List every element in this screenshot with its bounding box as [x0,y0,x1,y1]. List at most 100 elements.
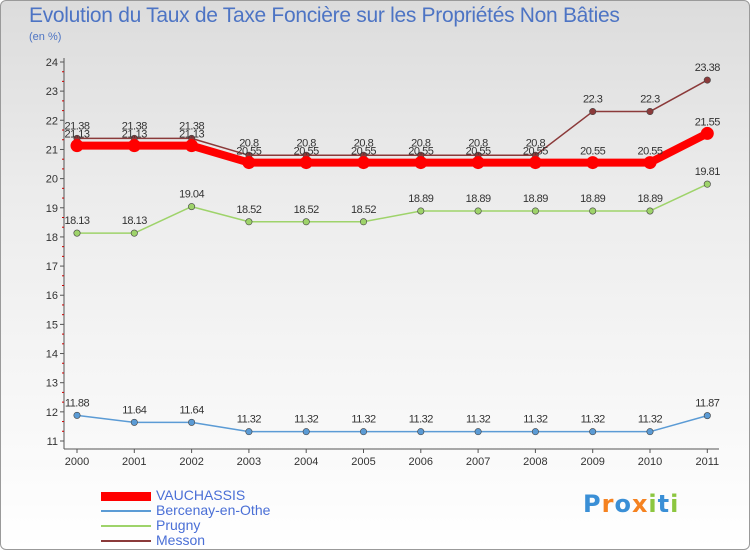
data-label-messon-2006: 20.8 [411,137,431,149]
data-point-vauchassis-2007 [471,156,485,170]
data-point-bercenay-en-othe-2008 [531,428,539,436]
data-point-vauchassis-2011 [700,126,714,140]
logo-letter: P [583,490,602,518]
data-point-prugny-2003 [245,218,253,226]
series-line-bercenay-en-othe [76,414,709,433]
data-label-prugny-2010: 18.89 [637,193,662,205]
logo-letter: o [614,490,632,518]
x-tick-label-2005: 2005 [351,456,375,468]
data-point-bercenay-en-othe-2002 [188,418,196,426]
logo-letter: i [670,490,680,518]
data-point-prugny-2000 [73,229,81,237]
y-tick-label-12: 12 [46,407,58,419]
data-label-messon-2011: 23.38 [695,62,720,74]
x-tick-label-2000: 2000 [65,456,89,468]
data-point-vauchassis-2006 [414,156,428,170]
data-point-bercenay-en-othe-2009 [589,428,597,436]
x-tick-label-2006: 2006 [409,456,433,468]
legend-label-vauchassis: VAUCHASSIS [156,487,246,503]
y-axis-unit-label: (en %) [29,31,62,43]
data-label-vauchassis-2009: 20.55 [580,146,605,158]
x-tick-label-2001: 2001 [122,456,146,468]
series-line-prugny [76,183,709,234]
data-point-prugny-2006 [417,207,425,215]
y-tick-label-18: 18 [46,232,58,244]
data-point-prugny-2011 [703,180,711,188]
data-point-messon-2010 [646,108,654,116]
y-tick-label-17: 17 [46,261,58,273]
data-label-prugny-2007: 18.89 [466,193,491,205]
data-label-vauchassis-2008: 20.55 [523,146,548,158]
y-tick-label-19: 19 [46,203,58,215]
data-point-messon-2009 [589,108,597,116]
data-label-messon-2004: 20.8 [296,137,316,149]
data-label-vauchassis-2002: 21.13 [179,129,204,141]
data-point-prugny-2007 [474,207,482,215]
data-label-bercenay-en-othe-2010: 11.32 [638,414,663,426]
data-point-vauchassis-2001 [127,139,141,153]
logo-letter: t [657,490,671,518]
data-point-prugny-2010 [646,207,654,215]
data-point-vauchassis-2008 [528,156,542,170]
y-tick-label-13: 13 [46,378,58,390]
chart-title: Evolution du Taux de Taxe Foncière sur l… [29,4,620,27]
data-label-prugny-2001: 18.13 [122,215,147,227]
data-point-vauchassis-2002 [185,139,199,153]
x-tick-label-2003: 2003 [237,456,261,468]
y-tick-label-21: 21 [46,144,58,156]
logo-letter: x [631,490,649,518]
logo-letter: r [601,490,615,518]
logo-letter: i [648,490,658,518]
x-tick-label-2004: 2004 [294,456,318,468]
legend-swatch-messon [101,540,151,542]
y-tick-label-16: 16 [46,290,58,302]
proxiti-logo: Proxiti [583,490,679,518]
data-label-prugny-2002: 19.04 [179,189,204,201]
data-point-vauchassis-2004 [299,156,313,170]
data-point-messon-2011 [703,76,711,84]
legend-label-prugny: Prugny [156,517,201,533]
data-label-messon-2000: 21.38 [64,120,89,132]
y-tick-label-20: 20 [46,174,58,186]
data-point-bercenay-en-othe-2000 [73,411,81,419]
legend-swatch-vauchassis [101,492,151,501]
data-label-prugny-2006: 18.89 [408,193,433,205]
data-label-prugny-2011: 19.81 [695,166,720,178]
data-point-prugny-2002 [188,203,196,211]
data-point-bercenay-en-othe-2007 [474,428,482,436]
data-point-bercenay-en-othe-2005 [359,428,367,436]
data-label-bercenay-en-othe-2009: 11.32 [581,414,606,426]
data-point-bercenay-en-othe-2003 [245,428,253,436]
data-label-prugny-2004: 18.52 [294,204,319,216]
data-point-vauchassis-2010 [643,156,657,170]
x-tick-label-2008: 2008 [523,456,547,468]
data-label-messon-2010: 22.3 [640,94,660,106]
y-tick-label-15: 15 [46,319,58,331]
y-tick-label-22: 22 [46,115,58,127]
data-label-messon-2003: 20.8 [239,137,259,149]
data-label-bercenay-en-othe-2002: 11.64 [179,404,204,416]
series-line-vauchassis [73,129,712,167]
data-label-bercenay-en-othe-2011: 11.87 [695,398,720,410]
data-point-prugny-2009 [589,207,597,215]
legend-swatch-prugny [101,525,151,527]
legend-label-bercenay-en-othe: Bercenay-en-Othe [156,502,271,518]
data-point-vauchassis-2009 [586,156,600,170]
series-line-messon [76,79,709,157]
data-label-bercenay-en-othe-2003: 11.32 [237,414,262,426]
data-point-bercenay-en-othe-2004 [302,428,310,436]
data-point-bercenay-en-othe-2006 [417,428,425,436]
data-label-bercenay-en-othe-2005: 11.32 [351,414,376,426]
data-label-messon-2002: 21.38 [179,120,204,132]
data-label-messon-2005: 20.8 [354,137,374,149]
data-label-vauchassis-2007: 20.55 [466,146,491,158]
data-label-bercenay-en-othe-2001: 11.64 [122,404,147,416]
data-label-prugny-2005: 18.52 [351,204,376,216]
x-tick-label-2010: 2010 [638,456,662,468]
data-point-vauchassis-2000 [70,139,84,153]
data-label-vauchassis-2004: 20.55 [294,146,319,158]
data-label-bercenay-en-othe-2000: 11.88 [65,397,90,409]
data-label-bercenay-en-othe-2004: 11.32 [294,414,319,426]
data-label-prugny-2009: 18.89 [580,193,605,205]
